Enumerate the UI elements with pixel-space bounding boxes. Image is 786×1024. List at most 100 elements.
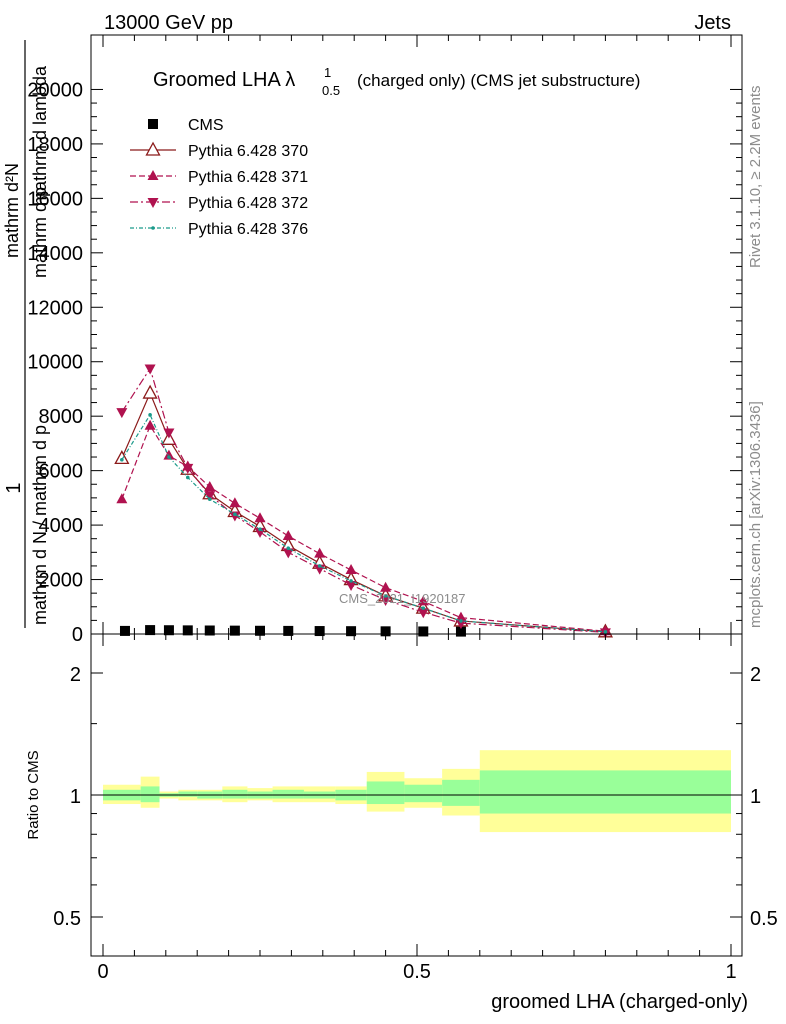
data-point (417, 595, 429, 606)
x-tick-label: 0.5 (403, 961, 431, 983)
legend: CMS Pythia 6.428 370 Pythia 6.428 371 Pythi… (130, 117, 308, 238)
cms-data-point (204, 625, 215, 636)
x-tick-label: 1 (725, 961, 736, 983)
cms-data-point (346, 626, 357, 637)
y-tick-label: 6000 (39, 461, 84, 483)
ratio-y-tick-label: 2 (70, 664, 81, 686)
legend-marker (151, 226, 155, 230)
data-point (380, 581, 392, 592)
x-axis-label: groomed LHA (charged-only) (491, 991, 748, 1013)
ratio-band-inner (366, 781, 405, 805)
ratio-y-tick-label-right: 1 (750, 786, 761, 808)
data-point (282, 529, 294, 540)
data-point (204, 480, 216, 491)
cms-data-point (380, 626, 391, 637)
y-tick-label: 4000 (39, 515, 84, 537)
ratio-band-inner (404, 784, 443, 803)
x-axis: 0 0.5 1 (97, 634, 737, 983)
cms-data-point (314, 626, 325, 637)
legend-label: CMS (188, 117, 224, 134)
ratio-panel: 0.5 0.51 12 2 0 0.5 1 (53, 633, 778, 983)
title-sup: 1 (324, 65, 331, 80)
y-tick-label: 16000 (27, 188, 83, 210)
ratio-band-inner (479, 770, 731, 814)
x-tick-label: 0 (97, 961, 108, 983)
data-point (163, 449, 175, 460)
ratio-band-inner (442, 779, 480, 806)
data-point (116, 493, 128, 504)
data-point (120, 457, 124, 462)
legend-entry: Pythia 6.428 376 (130, 221, 308, 238)
ratio-y-tick-label: 1 (70, 786, 81, 808)
cms-data-point (283, 625, 294, 636)
y-tick-label: 20000 (27, 79, 83, 101)
data-point (459, 619, 463, 623)
data-point (254, 512, 266, 523)
data-point (114, 450, 130, 465)
data-point (229, 511, 241, 522)
cms-data-point (255, 625, 265, 636)
ratio-band-inner (222, 789, 248, 799)
legend-label: Pythia 6.428 376 (188, 221, 308, 238)
main-y-label: 1 mathrm d²N mathrm d N / mathrm d p mat… (2, 40, 50, 628)
ratio-y-label: Ratio to CMS (25, 750, 42, 839)
data-point (417, 608, 429, 619)
cms-data-point (119, 625, 130, 636)
data-point (349, 579, 353, 583)
ratio-y-axis: 0.5 0.5 1 1 2 2 (53, 664, 778, 930)
y-tick-label: 0 (72, 624, 83, 646)
data-point (185, 475, 190, 480)
ratio-band-inner (178, 791, 198, 797)
data-point (229, 497, 241, 508)
series-pythia-6-428-372 (116, 364, 611, 639)
ratio-y-tick-label-right: 2 (750, 664, 761, 686)
data-point (282, 548, 294, 559)
watermark: CMS_2021_I1920187 (339, 591, 466, 606)
y-tick-label: 14000 (27, 243, 83, 265)
data-point (380, 595, 392, 606)
data-point (163, 428, 175, 439)
series-pythia-6-428-376 (120, 413, 608, 634)
legend-entry: Pythia 6.428 372 (130, 195, 308, 212)
ratio-bands (103, 750, 731, 833)
legend-entry: CMS (148, 117, 224, 134)
chart-title: Groomed LHA λ 1 0.5 (charged only) (CMS … (153, 65, 640, 98)
data-point (383, 594, 388, 598)
cms-data-point (163, 625, 174, 636)
mcplots-side-text: mcplots.cern.ch [arXiv:1306.3436] (747, 401, 764, 628)
data-point (207, 497, 212, 502)
cms-data-point (455, 626, 466, 637)
legend-label: Pythia 6.428 370 (188, 143, 308, 160)
data-point (421, 606, 426, 610)
ratio-band-inner (140, 786, 160, 803)
data-point (148, 413, 152, 417)
y-tick-label: 10000 (27, 352, 83, 374)
data-point (144, 419, 156, 430)
data-point (258, 527, 262, 531)
data-point (286, 546, 291, 551)
main-panel: 0 2000 4000 6000 8000 10000 12000 14000 16000 180… (27, 34, 743, 646)
data-point (345, 580, 357, 591)
y-tick-label: 2000 (39, 570, 84, 592)
y-tick-label: 12000 (27, 297, 83, 319)
ylabel-one: 1 (3, 482, 25, 493)
title-sub: 0.5 (322, 83, 340, 98)
title-rest: (charged only) (CMS jet substructure) (357, 71, 640, 90)
legend-label: Pythia 6.428 371 (188, 169, 308, 186)
ylabel-dn-dpt: mathrm d N / mathrm d p (30, 425, 50, 625)
y-tick-label: 18000 (27, 134, 83, 156)
ratio-band-inner (272, 789, 304, 799)
data-point (233, 512, 237, 516)
data-point (144, 364, 156, 375)
data-point (167, 455, 171, 459)
data-point (142, 384, 158, 399)
ylabel-mathrm-dp: mathrm d p (30, 187, 50, 278)
y-tick-label: 8000 (39, 406, 84, 428)
header-right: Jets (694, 12, 731, 34)
data-point (116, 408, 128, 419)
title-main: Groomed LHA λ (153, 69, 295, 91)
data-point (603, 630, 608, 634)
cms-data-point (182, 625, 193, 636)
ylabel-mathrm-dlambda: mathrm d lambda (30, 65, 50, 206)
